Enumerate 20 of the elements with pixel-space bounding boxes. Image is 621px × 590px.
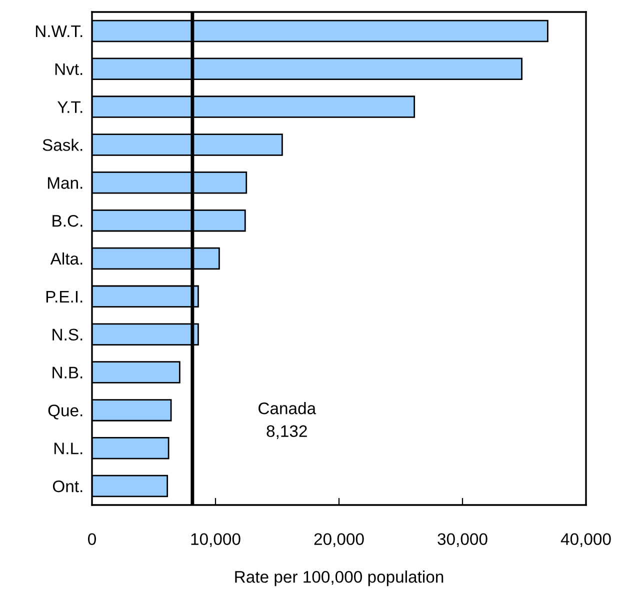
y-tick-label: N.W.T. <box>36 26 82 37</box>
x-tick-label: 40,000 <box>560 533 611 547</box>
y-tick-label: Nvt. <box>55 63 82 76</box>
x-axis-title: Rate per 100,000 population <box>235 570 444 586</box>
y-tick-label: Alta. <box>50 252 82 265</box>
y-tick-label: Y.T. <box>57 101 82 113</box>
x-tick-label: 10,000 <box>191 533 240 547</box>
y-tick-label: Que. <box>48 404 82 420</box>
y-tick-label: Sask. <box>42 138 82 151</box>
y-tick-label: B.C. <box>52 214 82 227</box>
x-tick-label: 20,000 <box>314 533 364 547</box>
y-tick-label: N.S. <box>52 328 82 341</box>
y-tick-label: N.B. <box>52 366 82 378</box>
ref-line-label: Canada 8,132 <box>258 402 316 440</box>
y-tick-label: Ont. <box>52 480 82 492</box>
x-tick-label: 30,000 <box>438 533 488 547</box>
y-tick-label: Man. <box>48 177 82 189</box>
y-tick-label: P.E.I. <box>46 290 82 302</box>
x-tick-label: 0 <box>88 533 96 546</box>
y-tick-label: N.L. <box>54 442 82 454</box>
